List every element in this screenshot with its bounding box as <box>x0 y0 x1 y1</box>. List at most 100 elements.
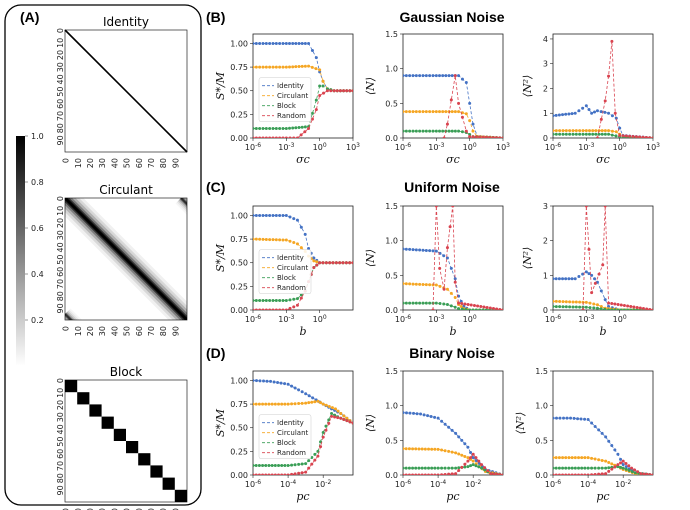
matrix-xtick: 10 <box>74 326 83 336</box>
data-point <box>574 300 578 304</box>
data-point <box>590 456 594 460</box>
data-point <box>610 444 614 448</box>
data-point <box>488 306 492 310</box>
data-point <box>592 302 596 306</box>
data-point <box>271 136 275 138</box>
x-tick-label: 10-3 <box>278 314 294 324</box>
data-point <box>278 127 282 131</box>
data-point <box>276 381 280 385</box>
data-point <box>568 129 572 133</box>
colorbar-tick: 0.8 <box>31 178 44 187</box>
data-point <box>288 65 292 69</box>
data-point <box>279 381 283 385</box>
data-point <box>641 135 645 138</box>
block-cell <box>89 404 102 417</box>
matrix-xtick: 70 <box>147 508 156 510</box>
data-point <box>274 127 278 131</box>
data-point <box>428 110 432 114</box>
data-point <box>561 113 565 117</box>
data-point <box>600 458 604 462</box>
matrix-ytick: 30 <box>56 230 65 240</box>
data-point <box>607 308 611 310</box>
plot-frame <box>552 33 654 139</box>
data-point <box>600 472 604 475</box>
data-point <box>290 384 294 388</box>
data-point <box>595 136 599 138</box>
data-point <box>438 110 442 114</box>
y-tick-label: 0.00 <box>230 306 248 315</box>
data-point <box>604 435 608 439</box>
data-point <box>281 299 285 303</box>
data-point <box>330 406 334 410</box>
y-tick-label: 0.0 <box>385 134 398 143</box>
data-point <box>307 41 311 45</box>
data-point <box>254 237 258 241</box>
data-point <box>498 136 502 138</box>
data-point <box>338 261 342 265</box>
data-point <box>429 414 433 418</box>
y-tick-label: 1.0 <box>535 402 548 411</box>
matrix-xtick: 60 <box>135 326 144 336</box>
x-tick-label: 10-3 <box>428 314 444 324</box>
plot-frame <box>252 205 354 311</box>
data-point <box>567 456 571 460</box>
data-point <box>258 136 262 138</box>
data-point <box>348 261 352 265</box>
data-point <box>288 126 292 130</box>
data-point <box>438 74 442 78</box>
data-point <box>571 300 575 304</box>
data-point <box>587 247 591 251</box>
data-point <box>553 416 555 420</box>
data-point <box>258 213 262 217</box>
data-point <box>599 305 603 309</box>
legend-label: Block <box>277 274 297 282</box>
data-point <box>436 466 440 470</box>
row-title-binary: Binary Noise <box>409 345 495 361</box>
legend-label: Block <box>277 102 297 110</box>
y-axis-label: ⟨N⟩ <box>364 414 377 432</box>
y-tick-label: 1.5 <box>535 367 548 376</box>
data-point <box>268 213 272 217</box>
data-point <box>291 126 295 130</box>
x-tick-label: 10-3 <box>278 142 294 152</box>
legend: Identity Circulant Block Random <box>258 249 312 294</box>
data-point <box>447 74 451 78</box>
data-point <box>253 213 255 217</box>
data-point <box>411 301 415 305</box>
data-point <box>460 77 464 81</box>
matrix-panels: Identity00101020203030404050506060707080… <box>56 15 188 510</box>
y-tick-label: 1.00 <box>230 211 248 220</box>
data-point <box>571 305 575 309</box>
data-point <box>297 125 301 129</box>
y-tick-label: 0.75 <box>230 400 248 409</box>
data-point <box>284 65 288 69</box>
data-point <box>583 456 587 460</box>
matrix-ytick: 40 <box>56 424 65 434</box>
data-point <box>584 300 588 304</box>
data-point <box>281 65 285 69</box>
legend-label: Circulant <box>277 264 309 272</box>
data-point <box>557 473 561 475</box>
y-tick-label: 4 <box>543 35 548 44</box>
data-point <box>261 473 265 475</box>
x-axis-label: σc <box>446 153 460 166</box>
data-point <box>288 306 292 310</box>
data-point <box>261 136 265 138</box>
y-tick-label: 0.50 <box>230 87 248 96</box>
data-point <box>255 379 259 383</box>
data-point <box>253 237 255 241</box>
data-point <box>468 101 472 105</box>
data-point <box>442 136 446 138</box>
data-point <box>619 308 623 310</box>
data-point <box>568 305 572 309</box>
data-point <box>319 401 323 405</box>
data-point <box>583 417 587 421</box>
data-point <box>277 402 281 406</box>
data-point <box>411 473 415 475</box>
data-point <box>433 415 437 419</box>
data-point <box>430 466 434 470</box>
data-point <box>284 299 288 303</box>
y-tick-label: 3 <box>543 60 548 69</box>
data-point <box>258 308 262 310</box>
block-cell <box>65 380 78 393</box>
